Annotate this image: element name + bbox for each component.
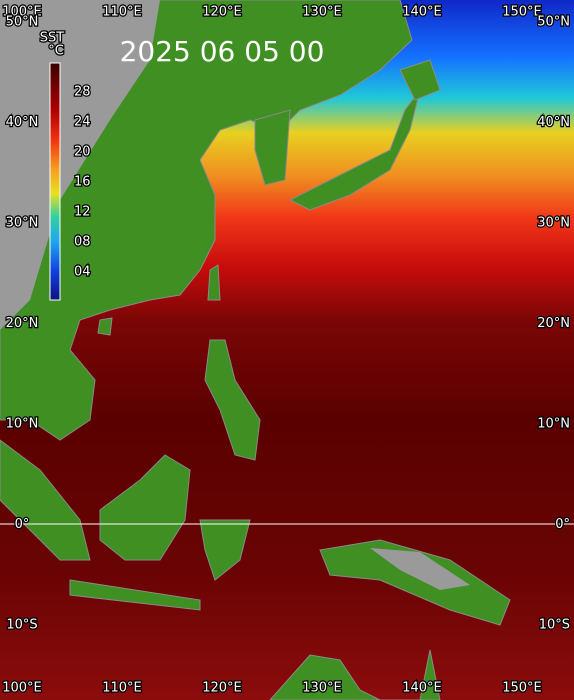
lon-label: 120°E (202, 5, 242, 20)
lon-label: 100°E (2, 5, 42, 20)
land (0, 0, 511, 700)
lat-label: 20°N (537, 316, 570, 331)
lon-label: 130°E (302, 681, 342, 696)
lon-label: 140°E (402, 681, 442, 696)
lat-label: 20°N (6, 316, 39, 331)
lon-label: 110°E (102, 681, 142, 696)
lat-label: 0° (15, 517, 30, 532)
map-title: 2025 06 05 00 (120, 35, 325, 68)
colorbar-tick: 12 (74, 205, 91, 220)
lat-label: 10°S (6, 618, 37, 633)
lat-label: 10°N (537, 417, 570, 432)
colorbar-tick: 24 (74, 115, 91, 130)
lon-label: 140°E (402, 5, 442, 20)
lon-label: 150°E (502, 681, 542, 696)
colorbar-tick: 28 (74, 85, 91, 100)
lon-label: 150°E (502, 5, 542, 20)
lat-label: 40°N (537, 115, 570, 130)
lon-label: 100°E (2, 681, 42, 696)
lat-label: 50°N (537, 15, 570, 30)
lat-label: 30°N (6, 216, 39, 231)
lat-label: 0° (555, 517, 570, 532)
colorbar-tick: 04 (74, 265, 91, 280)
colorbar-unit: °C (48, 44, 64, 59)
lon-label: 130°E (302, 5, 342, 20)
colorbar (49, 62, 61, 301)
lat-label: 30°N (537, 216, 570, 231)
lat-label: 10°N (6, 417, 39, 432)
lat-label: 50°N (6, 15, 39, 30)
lon-label: 120°E (202, 681, 242, 696)
colorbar-tick: 16 (74, 175, 91, 190)
colorbar-label: SST (40, 31, 65, 46)
colorbar-tick: 08 (74, 235, 91, 250)
lat-label: 10°S (539, 618, 570, 633)
lon-label: 110°E (102, 5, 142, 20)
lat-label: 40°N (6, 115, 39, 130)
colorbar-tick: 20 (74, 145, 91, 160)
